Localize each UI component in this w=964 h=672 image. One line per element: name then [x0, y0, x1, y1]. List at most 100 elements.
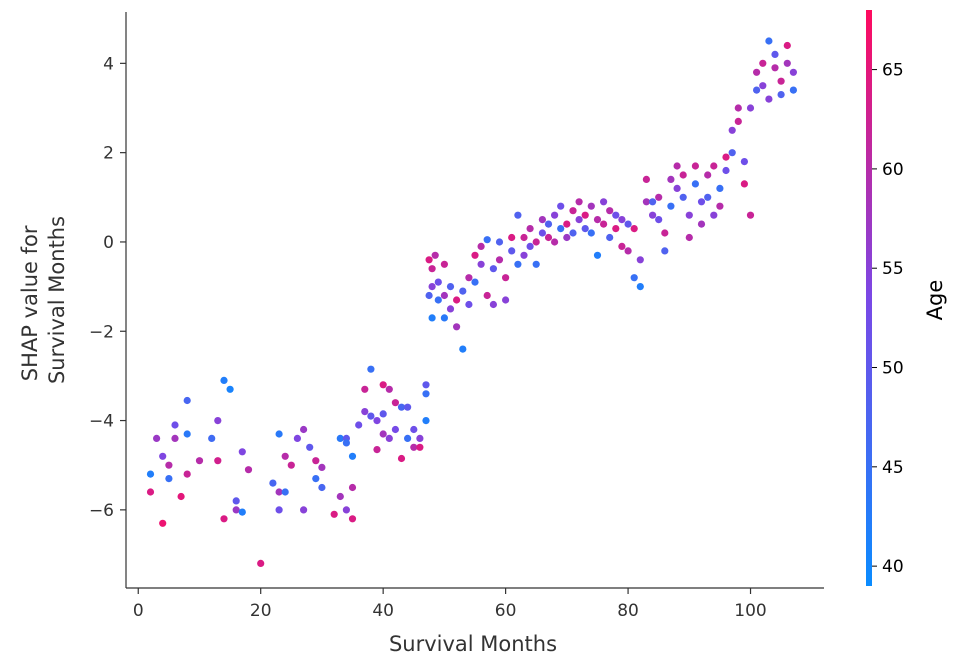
- colorbar-title: Age: [923, 280, 947, 321]
- scatter-point: [581, 211, 589, 219]
- scatter-point: [789, 86, 798, 94]
- scatter-point: [685, 211, 693, 219]
- scatter-point: [685, 233, 693, 242]
- scatter-point: [428, 314, 436, 322]
- scatter-point: [385, 385, 393, 393]
- y-tick-label: 2: [103, 144, 114, 164]
- scatter-point: [526, 225, 534, 233]
- scatter-point: [287, 461, 295, 469]
- scatter-point: [416, 443, 424, 451]
- colorbar-tick-label: 50: [882, 359, 904, 379]
- scatter-point: [431, 251, 439, 259]
- colorbar-tick-label: 60: [882, 160, 904, 180]
- scatter-point: [514, 260, 522, 268]
- scatter-point: [373, 446, 381, 454]
- y-tick-label: 4: [103, 54, 114, 74]
- scatter-point: [397, 454, 406, 463]
- scatter-point: [391, 399, 399, 407]
- scatter-point: [630, 274, 638, 282]
- scatter-point: [734, 104, 742, 112]
- scatter-point: [649, 198, 657, 206]
- scatter-point: [765, 37, 773, 45]
- scatter-point: [520, 233, 528, 242]
- scatter-point: [544, 233, 553, 242]
- scatter-point: [465, 274, 473, 282]
- scatter-point: [581, 225, 589, 233]
- scatter-point: [348, 483, 357, 492]
- x-tick-label: 20: [250, 601, 272, 621]
- scatter-point: [532, 260, 540, 268]
- scatter-point: [312, 475, 320, 483]
- scatter-point: [575, 198, 583, 206]
- scatter-point: [440, 260, 448, 268]
- scatter-point: [453, 323, 461, 331]
- scatter-point: [691, 162, 700, 170]
- scatter-point: [171, 421, 179, 429]
- scatter-point: [153, 434, 161, 442]
- scatter-point: [428, 283, 436, 291]
- scatter-point: [691, 180, 700, 188]
- scatter-point: [336, 492, 344, 501]
- scatter-point: [495, 238, 504, 246]
- scatter-point: [508, 233, 516, 242]
- scatter-point: [312, 457, 320, 465]
- scatter-point: [214, 417, 222, 425]
- scatter-point: [557, 202, 565, 210]
- scatter-point: [740, 180, 749, 188]
- scatter-point: [502, 296, 510, 304]
- y-axis-title: SHAP value for Survival Months: [18, 216, 69, 384]
- scatter-point: [777, 91, 785, 99]
- colorbar-ticks: 40 45 50 55 60 65: [872, 61, 904, 577]
- scatter-point: [183, 396, 191, 405]
- scatter-point: [348, 515, 357, 523]
- scatter-point: [716, 202, 724, 210]
- scatter-point: [575, 216, 583, 224]
- scatter-point: [636, 256, 644, 264]
- scatter-point: [275, 430, 283, 438]
- scatter-point: [238, 448, 246, 456]
- scatter-point: [697, 220, 706, 228]
- scatter-point: [655, 216, 663, 224]
- scatter-point: [440, 314, 448, 322]
- scatter-point: [593, 251, 602, 259]
- scatter-point: [563, 233, 571, 242]
- scatter-point: [642, 198, 651, 206]
- scatter-point: [667, 175, 675, 183]
- colorbar-tick-label: 40: [882, 557, 904, 577]
- scatter-point: [146, 488, 155, 496]
- scatter-point: [477, 260, 485, 268]
- x-axis-title: Survival Months: [389, 632, 557, 656]
- scatter-point: [679, 193, 687, 201]
- scatter-point: [275, 488, 283, 496]
- scatter-point: [587, 202, 595, 210]
- scatter-point: [195, 457, 204, 465]
- scatter-point: [722, 166, 730, 175]
- scatter-point: [722, 153, 730, 161]
- scatter-point: [771, 50, 779, 59]
- scatter-point: [777, 77, 785, 85]
- scatter-point: [434, 278, 442, 286]
- scatter-point: [471, 251, 479, 259]
- scatter-point: [397, 403, 406, 411]
- scatter-point: [569, 207, 577, 215]
- scatter-point: [361, 385, 369, 393]
- x-tick-label: 80: [617, 601, 639, 621]
- scatter-point: [483, 291, 491, 300]
- scatter-point: [673, 162, 681, 170]
- scatter-point: [318, 463, 326, 471]
- y-tick-label: 0: [103, 233, 114, 253]
- scatter-point: [746, 104, 755, 112]
- scatter-point: [526, 242, 534, 250]
- scatter-point: [612, 211, 620, 219]
- scatter-point: [532, 238, 540, 246]
- scatter-point: [679, 171, 687, 179]
- scatter-point: [446, 283, 455, 291]
- scatter-point: [465, 300, 473, 309]
- scatter-point: [410, 443, 418, 451]
- scatter-point: [771, 64, 779, 72]
- scatter-point: [244, 466, 253, 474]
- scatter-point: [746, 211, 755, 219]
- scatter-point: [538, 216, 547, 224]
- scatter-point: [404, 403, 412, 411]
- scatter-point: [520, 251, 528, 259]
